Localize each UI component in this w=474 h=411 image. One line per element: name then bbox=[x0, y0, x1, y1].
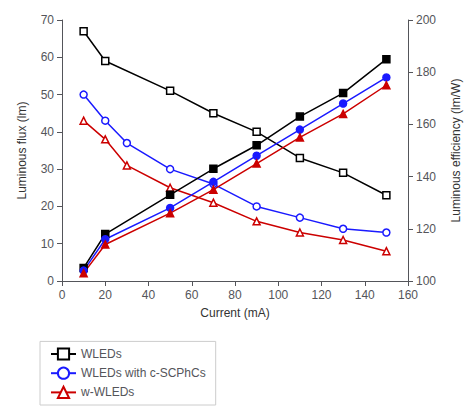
svg-text:Luminous efficiency (lm/W): Luminous efficiency (lm/W) bbox=[449, 79, 463, 223]
svg-text:100: 100 bbox=[268, 288, 288, 302]
svg-text:40: 40 bbox=[142, 288, 156, 302]
svg-text:40: 40 bbox=[41, 125, 55, 139]
svg-text:Current (mA): Current (mA) bbox=[200, 306, 269, 320]
svg-text:180: 180 bbox=[416, 65, 436, 79]
svg-text:160: 160 bbox=[398, 288, 418, 302]
svg-text:60: 60 bbox=[185, 288, 199, 302]
svg-text:50: 50 bbox=[41, 88, 55, 102]
svg-text:160: 160 bbox=[416, 117, 436, 131]
svg-text:30: 30 bbox=[41, 162, 55, 176]
svg-text:140: 140 bbox=[355, 288, 375, 302]
svg-text:100: 100 bbox=[416, 274, 436, 288]
svg-text:WLEDs: WLEDs bbox=[81, 347, 122, 361]
svg-text:w-WLEDs: w-WLEDs bbox=[80, 385, 134, 399]
svg-text:140: 140 bbox=[416, 170, 436, 184]
svg-text:60: 60 bbox=[41, 50, 55, 64]
svg-text:70: 70 bbox=[41, 13, 55, 27]
svg-text:0: 0 bbox=[59, 288, 66, 302]
svg-text:120: 120 bbox=[311, 288, 331, 302]
svg-text:20: 20 bbox=[99, 288, 113, 302]
svg-text:20: 20 bbox=[41, 199, 55, 213]
svg-text:10: 10 bbox=[41, 237, 55, 251]
svg-text:120: 120 bbox=[416, 222, 436, 236]
svg-text:80: 80 bbox=[228, 288, 242, 302]
svg-text:Luminous flux (lm): Luminous flux (lm) bbox=[15, 101, 29, 199]
svg-text:0: 0 bbox=[47, 274, 54, 288]
svg-text:200: 200 bbox=[416, 13, 436, 27]
svg-text:WLEDs with c-SCPhCs: WLEDs with c-SCPhCs bbox=[81, 366, 206, 380]
